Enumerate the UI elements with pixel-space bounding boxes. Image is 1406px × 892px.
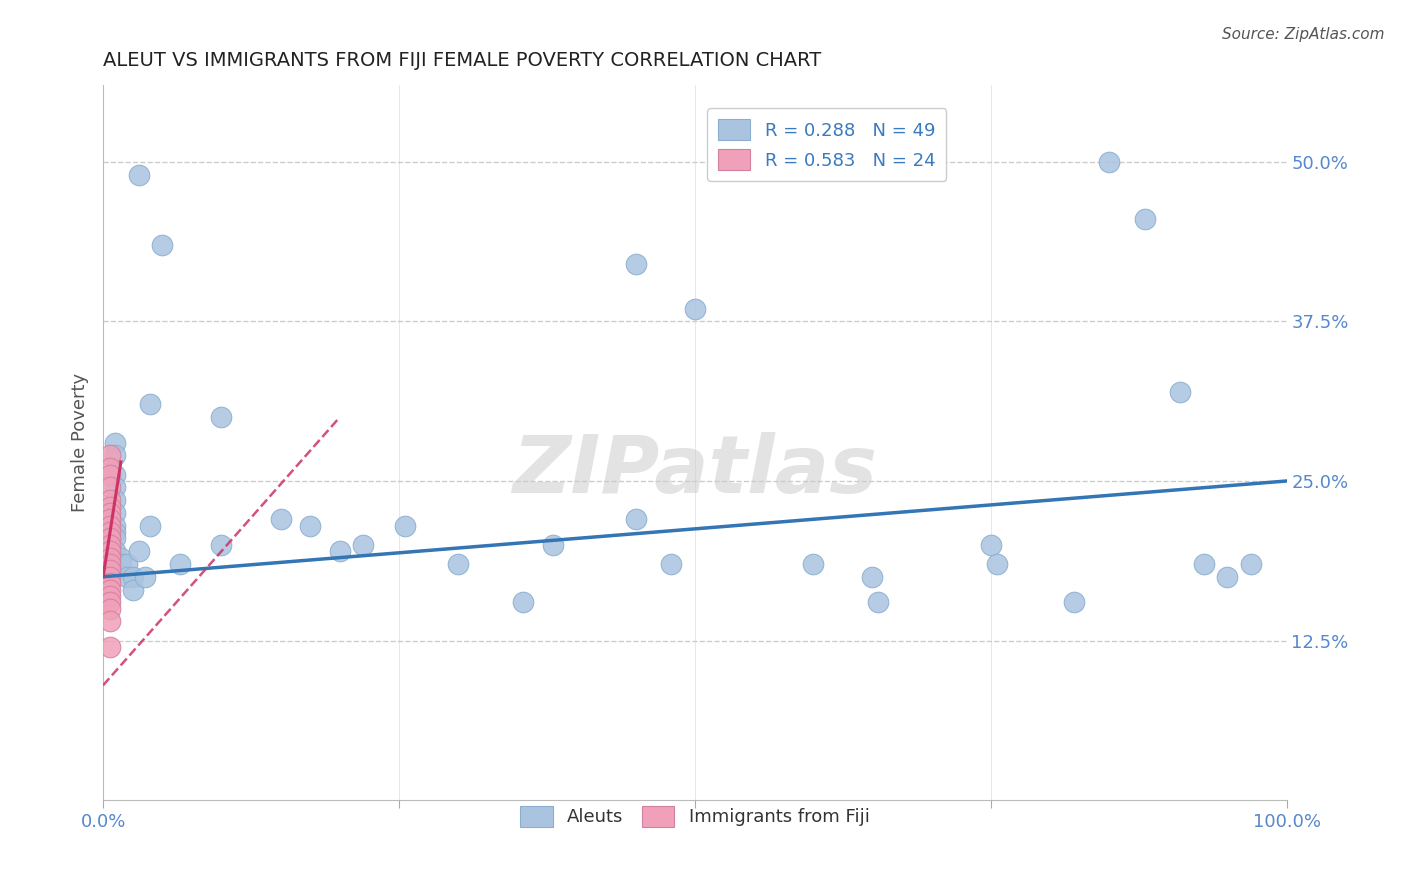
Point xyxy=(98,589,121,603)
Text: ALEUT VS IMMIGRANTS FROM FIJI FEMALE POVERTY CORRELATION CHART: ALEUT VS IMMIGRANTS FROM FIJI FEMALE POV… xyxy=(103,51,821,70)
Point xyxy=(134,570,156,584)
Point xyxy=(801,557,824,571)
Point xyxy=(1133,212,1156,227)
Point xyxy=(121,570,143,584)
Point xyxy=(98,512,121,526)
Point xyxy=(98,461,121,475)
Point xyxy=(98,524,121,539)
Point xyxy=(624,512,647,526)
Point xyxy=(1168,384,1191,399)
Point xyxy=(110,557,132,571)
Point xyxy=(980,538,1002,552)
Point xyxy=(98,582,121,597)
Point xyxy=(860,570,883,584)
Point xyxy=(104,506,127,520)
Point xyxy=(98,506,121,520)
Point xyxy=(98,449,121,463)
Point xyxy=(353,538,375,552)
Point xyxy=(683,301,706,316)
Point xyxy=(104,467,127,482)
Point xyxy=(98,532,121,546)
Point xyxy=(128,544,150,558)
Point xyxy=(139,397,162,411)
Point xyxy=(98,538,121,552)
Point xyxy=(150,237,173,252)
Point xyxy=(169,557,191,571)
Point xyxy=(98,550,121,565)
Point xyxy=(98,570,121,584)
Point xyxy=(1063,595,1085,609)
Point xyxy=(104,493,127,508)
Point xyxy=(98,500,121,514)
Point xyxy=(121,582,143,597)
Point xyxy=(128,168,150,182)
Point xyxy=(394,518,416,533)
Point xyxy=(98,640,121,654)
Point xyxy=(98,544,121,558)
Point xyxy=(115,570,138,584)
Point xyxy=(98,518,121,533)
Point xyxy=(139,518,162,533)
Text: ZIPatlas: ZIPatlas xyxy=(512,433,877,510)
Point xyxy=(98,557,121,571)
Point xyxy=(1192,557,1215,571)
Point xyxy=(104,480,127,494)
Point xyxy=(98,563,121,577)
Point xyxy=(98,615,121,629)
Text: Source: ZipAtlas.com: Source: ZipAtlas.com xyxy=(1222,27,1385,42)
Legend: Aleuts, Immigrants from Fiji: Aleuts, Immigrants from Fiji xyxy=(513,799,877,834)
Point xyxy=(270,512,292,526)
Point xyxy=(329,544,352,558)
Y-axis label: Female Poverty: Female Poverty xyxy=(72,373,89,512)
Point xyxy=(624,257,647,271)
Point xyxy=(98,595,121,609)
Point xyxy=(104,449,127,463)
Point xyxy=(110,550,132,565)
Point xyxy=(1098,154,1121,169)
Point xyxy=(1240,557,1263,571)
Point xyxy=(104,544,127,558)
Point xyxy=(986,557,1008,571)
Point xyxy=(104,435,127,450)
Point xyxy=(115,557,138,571)
Point xyxy=(211,410,233,425)
Point xyxy=(541,538,564,552)
Point xyxy=(659,557,682,571)
Point xyxy=(512,595,534,609)
Point xyxy=(98,493,121,508)
Point xyxy=(98,467,121,482)
Point xyxy=(104,524,127,539)
Point xyxy=(98,601,121,615)
Point xyxy=(299,518,322,533)
Point xyxy=(447,557,470,571)
Point xyxy=(868,595,890,609)
Point xyxy=(1216,570,1239,584)
Point xyxy=(98,480,121,494)
Point xyxy=(211,538,233,552)
Point xyxy=(104,532,127,546)
Point xyxy=(98,576,121,591)
Point xyxy=(104,518,127,533)
